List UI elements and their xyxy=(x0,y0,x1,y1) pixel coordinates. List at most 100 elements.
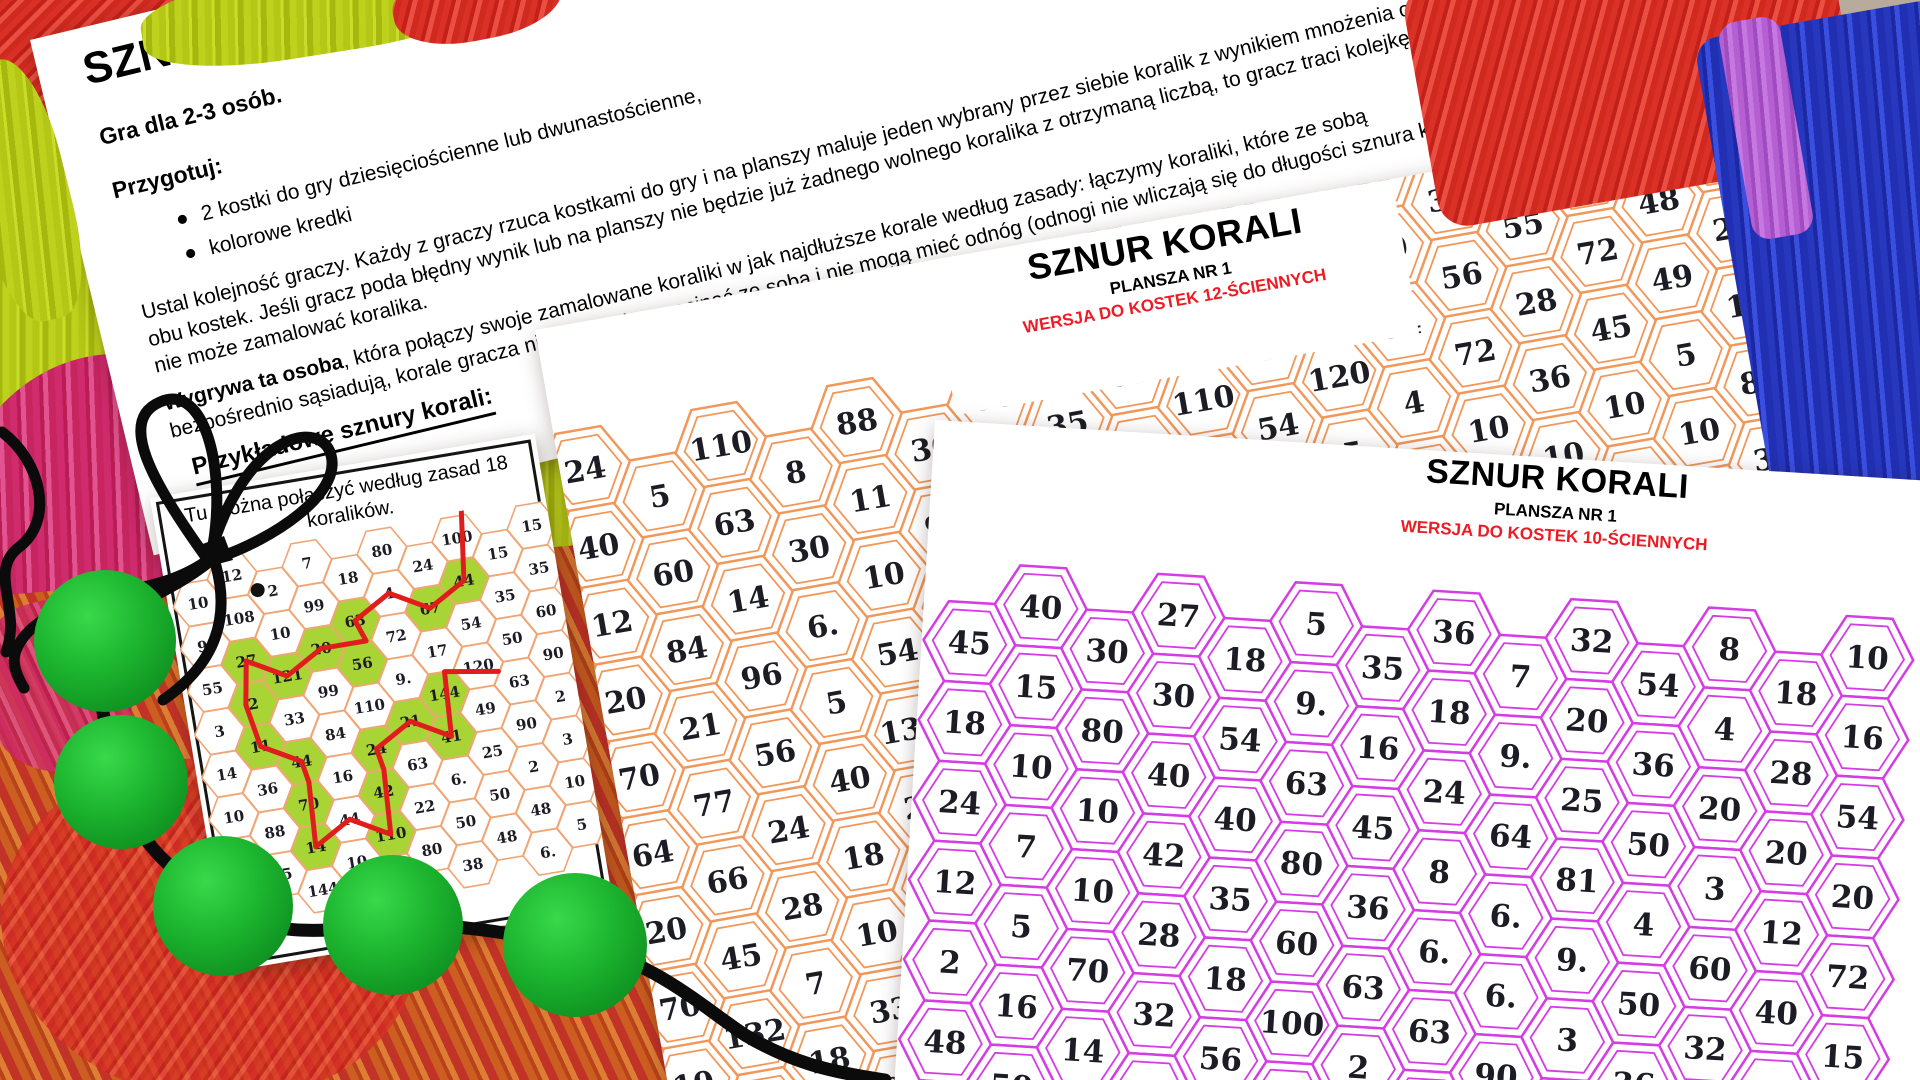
svg-text:50: 50 xyxy=(500,628,524,649)
svg-text:35: 35 xyxy=(270,864,294,885)
hex-cell: 40 xyxy=(1101,1051,1197,1080)
hex-cell: 3 xyxy=(1239,1060,1335,1080)
svg-text:35: 35 xyxy=(527,558,551,579)
svg-text:24: 24 xyxy=(1422,774,1467,813)
svg-text:80: 80 xyxy=(1080,713,1125,752)
svg-text:14: 14 xyxy=(725,580,772,622)
svg-text:60: 60 xyxy=(650,553,697,595)
hex-cell: 5 xyxy=(1639,309,1733,400)
players-line: Gra dla 2-3 osób. xyxy=(96,81,285,151)
svg-text:54: 54 xyxy=(874,632,921,674)
svg-text:4: 4 xyxy=(1632,907,1656,944)
svg-text:15: 15 xyxy=(520,515,544,536)
svg-text:40: 40 xyxy=(1754,994,1799,1033)
hex-cell: 54 xyxy=(1192,696,1288,782)
hex-cell: 35 xyxy=(1335,625,1431,711)
svg-text:36: 36 xyxy=(1431,614,1476,653)
svg-text:6.: 6. xyxy=(1488,898,1523,936)
svg-text:6.: 6. xyxy=(539,842,557,862)
svg-text:80: 80 xyxy=(1279,845,1324,884)
svg-text:84: 84 xyxy=(324,724,348,745)
svg-text:40: 40 xyxy=(1018,589,1063,628)
svg-text:20: 20 xyxy=(643,911,690,953)
svg-text:50: 50 xyxy=(454,812,478,833)
svg-text:9.: 9. xyxy=(394,669,412,689)
svg-text:40: 40 xyxy=(826,760,873,802)
svg-text:90: 90 xyxy=(541,643,565,664)
hex-cell: 28 xyxy=(1111,892,1207,978)
svg-text:77: 77 xyxy=(691,784,738,826)
svg-text:45: 45 xyxy=(1588,309,1635,351)
svg-text:10: 10 xyxy=(1008,748,1053,787)
svg-text:14: 14 xyxy=(215,764,239,785)
svg-text:56: 56 xyxy=(752,733,799,775)
svg-text:35: 35 xyxy=(1360,650,1405,689)
svg-text:54: 54 xyxy=(1217,721,1262,760)
svg-text:10: 10 xyxy=(1601,385,1648,427)
svg-text:40: 40 xyxy=(1212,801,1257,840)
svg-text:9.: 9. xyxy=(196,636,214,656)
svg-text:36: 36 xyxy=(1526,359,1573,401)
hex-cell: 64 xyxy=(1463,793,1559,879)
hex-cell: 40 xyxy=(993,564,1089,650)
svg-text:12: 12 xyxy=(220,565,244,586)
hex-cell: 63 xyxy=(1315,944,1411,1030)
svg-text:16: 16 xyxy=(331,766,355,787)
svg-text:45: 45 xyxy=(1350,809,1395,848)
hex-cell: 36 xyxy=(1320,864,1416,950)
svg-text:96: 96 xyxy=(738,656,785,698)
svg-text:30: 30 xyxy=(1085,633,1130,672)
svg-text:36: 36 xyxy=(1631,746,1676,785)
svg-text:56: 56 xyxy=(1198,1040,1243,1079)
svg-text:90: 90 xyxy=(515,714,539,735)
svg-text:10: 10 xyxy=(222,806,246,827)
hex-cell: 30 xyxy=(1059,608,1155,694)
svg-text:88: 88 xyxy=(263,822,287,843)
svg-text:50: 50 xyxy=(1616,986,1661,1025)
svg-text:35: 35 xyxy=(493,585,517,606)
svg-text:60: 60 xyxy=(1687,950,1732,989)
svg-text:36: 36 xyxy=(256,779,280,800)
hex-cell: 49 xyxy=(1625,232,1719,323)
svg-text:16: 16 xyxy=(1355,730,1400,769)
hex-cell: 40 xyxy=(1729,969,1824,1056)
hex-cell: 49 xyxy=(1377,1068,1473,1080)
svg-text:20: 20 xyxy=(1830,879,1875,918)
svg-text:40: 40 xyxy=(575,527,622,569)
svg-text:38: 38 xyxy=(461,854,485,875)
hex-cell: 100 xyxy=(1244,980,1340,1066)
svg-text:9.: 9. xyxy=(1555,942,1590,980)
svg-text:84: 84 xyxy=(663,630,710,672)
svg-text:72: 72 xyxy=(1574,232,1621,274)
svg-text:18: 18 xyxy=(942,704,987,743)
hex-cell: 18 xyxy=(1197,616,1293,702)
hex-cell: 30 xyxy=(1126,652,1222,738)
svg-text:63: 63 xyxy=(1340,969,1385,1008)
hex-cell: 10 xyxy=(1577,360,1672,450)
hex-cell: 45 xyxy=(1564,283,1658,373)
hex-cell: 36 xyxy=(1605,721,1701,808)
svg-text:6.: 6. xyxy=(804,607,841,647)
svg-text:55: 55 xyxy=(201,678,225,699)
svg-text:22: 22 xyxy=(413,796,437,817)
svg-text:18: 18 xyxy=(1203,961,1248,1000)
svg-text:81: 81 xyxy=(1554,862,1599,901)
svg-text:20: 20 xyxy=(1697,791,1742,830)
svg-text:99: 99 xyxy=(302,596,326,617)
hex-cell: 36 xyxy=(1586,1041,1682,1080)
svg-text:3: 3 xyxy=(1703,871,1727,908)
svg-text:22: 22 xyxy=(386,867,410,888)
hex-cell: 40 xyxy=(1187,776,1283,862)
svg-text:10: 10 xyxy=(1070,872,1115,911)
svg-text:49: 49 xyxy=(474,699,498,720)
svg-text:54: 54 xyxy=(1635,667,1680,706)
svg-text:18: 18 xyxy=(1426,694,1471,733)
svg-text:14: 14 xyxy=(1060,1032,1105,1071)
svg-text:90: 90 xyxy=(1473,1057,1518,1080)
svg-text:2: 2 xyxy=(1346,1050,1370,1080)
svg-text:8: 8 xyxy=(1427,854,1451,891)
svg-text:70: 70 xyxy=(616,757,663,799)
svg-text:33: 33 xyxy=(283,708,307,729)
svg-text:63: 63 xyxy=(508,671,532,692)
hex-cell: 48 xyxy=(897,999,993,1080)
